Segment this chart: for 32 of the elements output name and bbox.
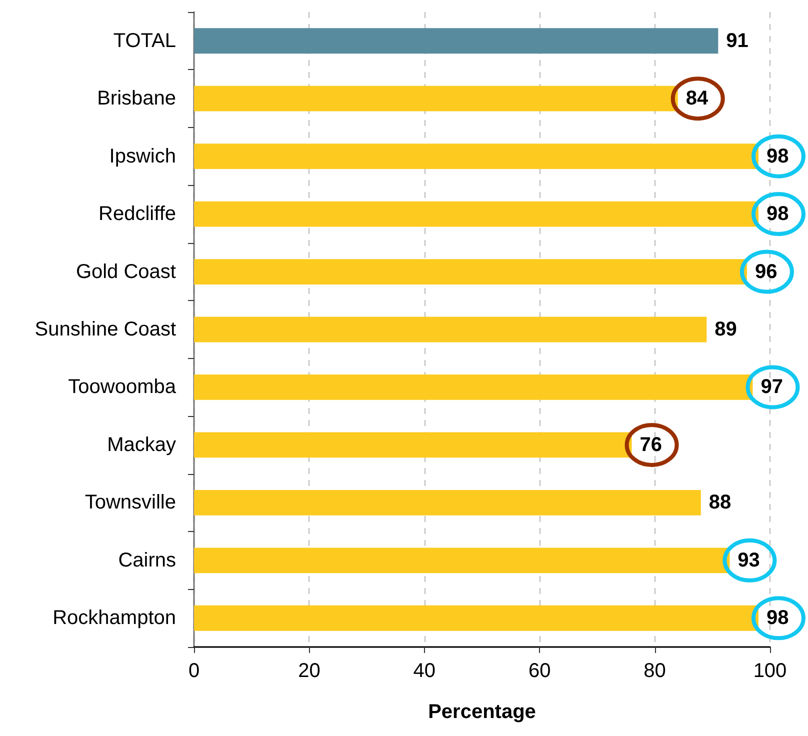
y-tick-label: Ipswich: [109, 145, 176, 168]
data-label: 93: [738, 549, 760, 572]
bar: [194, 490, 701, 516]
x-tick-label: 0: [188, 660, 200, 682]
x-tick-label: 60: [528, 660, 551, 682]
data-label: 76: [640, 434, 662, 456]
data-label: 98: [766, 607, 789, 630]
data-label: 89: [714, 318, 737, 340]
y-tick-label: Brisbane: [97, 88, 176, 110]
y-tick-label: Toowoomba: [68, 376, 177, 398]
x-tick-label: 40: [413, 660, 436, 682]
y-tick-label: Rockhampton: [52, 607, 176, 630]
y-tick-label: Townsville: [84, 492, 176, 514]
y-tick-label: Sunshine Coast: [34, 318, 176, 340]
data-label: 84: [686, 88, 709, 110]
y-tick-label: Cairns: [118, 549, 176, 572]
bar: [194, 316, 707, 342]
y-tick-label: Redcliffe: [98, 203, 176, 226]
y-tick-label: Gold Coast: [76, 260, 176, 283]
data-label: 91: [726, 30, 748, 52]
data-label: 98: [766, 145, 789, 168]
x-tick-label: 80: [644, 660, 666, 682]
data-label: 97: [760, 376, 783, 398]
bar: [194, 28, 718, 54]
data-label: 88: [708, 492, 732, 514]
x-tick-label: 100: [753, 660, 787, 682]
x-tick-label: 20: [298, 660, 320, 682]
y-tick-label: Mackay: [107, 434, 176, 456]
x-axis-title: Percentage: [428, 701, 536, 723]
data-label: 98: [766, 203, 789, 226]
y-tick-label: TOTAL: [113, 30, 176, 52]
data-label: 96: [754, 260, 778, 283]
